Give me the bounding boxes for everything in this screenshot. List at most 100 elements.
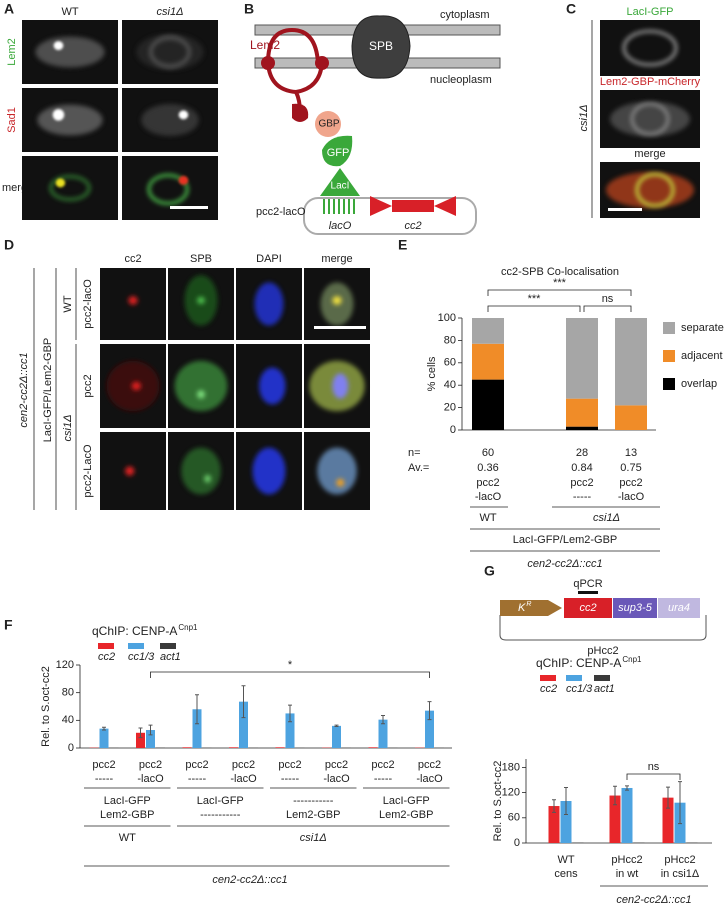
column-header: csi1Δ [157,6,184,18]
x-tick-label: in wt [616,868,639,880]
micrograph [600,162,700,218]
legend-label: overlap [681,378,717,390]
laci [320,168,360,196]
image-signal [35,36,105,68]
average-label: Av.= [408,462,429,474]
legend-label: cc2 [98,651,115,663]
y-tick-label: 40 [444,379,456,391]
legend-swatch [128,643,144,649]
x-tick-label: pHcc2 [664,854,695,866]
significance-bracket [487,289,632,296]
construct-label: LacI-GFP/Lem2-GBP [42,338,54,443]
image-signal [125,466,135,476]
x-tick-label: -lacO [416,773,443,785]
image-signal [147,173,189,205]
channel-label: Lem2-GBP-mCherry [600,76,701,88]
legend-label: cc2 [540,683,557,695]
legend-swatch [566,675,582,681]
micrograph [304,432,370,510]
bar [136,732,145,748]
strain-label: csi1Δ [62,415,74,442]
legend-label: adjacent [681,350,723,362]
image-signal [197,390,205,399]
marker-label: K [518,602,526,614]
average-value: 0.84 [571,462,592,474]
row-label: pcc2 [82,374,94,397]
micrograph [600,20,700,76]
image-signal [635,172,675,208]
image-signal [131,381,141,391]
legend-swatch [160,643,176,649]
x-tick-label: pcc2 [570,477,593,489]
image-signal [141,104,199,136]
bar [239,701,248,748]
micrograph [22,156,118,220]
nuclear-envelope [399,24,501,36]
strain-label: csi1Δ [578,105,590,132]
element-label: cc2 [404,220,421,232]
bar-segment [472,379,504,430]
x-tick-label: ----- [95,773,114,785]
bar [378,719,388,748]
image-background [600,20,700,76]
protein-label: LacI [331,181,350,192]
column-header: merge [321,253,352,265]
bar [609,795,621,843]
error-bar [148,724,153,736]
image-signal [336,478,345,487]
image-signal [317,447,357,495]
legend-swatch [663,378,675,390]
chart-title-superscript: Cnp1 [178,623,198,632]
micrograph [122,20,218,84]
x-tick-label: -lacO [230,773,257,785]
lem2-domain [261,56,275,70]
panel-letter: A [4,1,14,17]
x-tick-label: -lacO [475,491,502,503]
average-value: 0.75 [620,462,641,474]
background-label: cen2-cc2Δ::cc1 [18,352,30,427]
channel-label: LacI-GFP [626,6,673,18]
legend-swatch [594,675,610,681]
y-tick-label: 0 [68,742,74,754]
strain-label: WT [62,295,74,312]
error-bar [666,786,670,809]
micrograph [22,20,118,84]
column-header: cc2 [124,253,141,265]
bar [285,713,295,748]
n-value: 28 [576,447,588,459]
group-label: WT [119,832,136,844]
significance-bracket [583,305,632,312]
error-bar [564,787,568,815]
bar [229,747,238,748]
strain-label: Lem2-GBP [379,809,433,821]
error-bar [552,799,556,813]
significance-bracket [150,671,430,678]
scale-bar [608,208,642,211]
micrograph [168,432,234,510]
x-tick-label: pcc2 [371,759,394,771]
background-label: cen2-cc2Δ::cc1 [212,874,287,886]
image-signal [606,172,694,208]
x-tick-label: pHcc2 [611,854,642,866]
significance-bracket [487,305,581,312]
column-header: WT [61,6,78,18]
scale-bar [314,326,366,329]
y-tick-label: 0 [514,837,520,849]
x-tick-label: pcc2 [476,477,499,489]
legend-label: act1 [160,651,181,663]
plasmid-label: pcc2-lacO [256,206,306,218]
x-tick-label: cens [554,868,578,880]
micrograph [100,268,166,340]
bar [192,709,202,748]
protein-label: Lem2 [250,38,280,52]
legend-swatch [663,350,675,362]
strain-label: LacI-GFP [197,795,244,807]
micrograph [122,88,218,152]
bar [560,801,572,843]
plasmid-label: pHcc2 [587,645,618,657]
significance-label: * [288,659,293,671]
legend-label: cc1/3 [566,683,593,695]
error-bar [381,714,385,725]
chart-title: cc2-SPB Co-localisation [501,266,619,278]
bar [425,710,434,748]
